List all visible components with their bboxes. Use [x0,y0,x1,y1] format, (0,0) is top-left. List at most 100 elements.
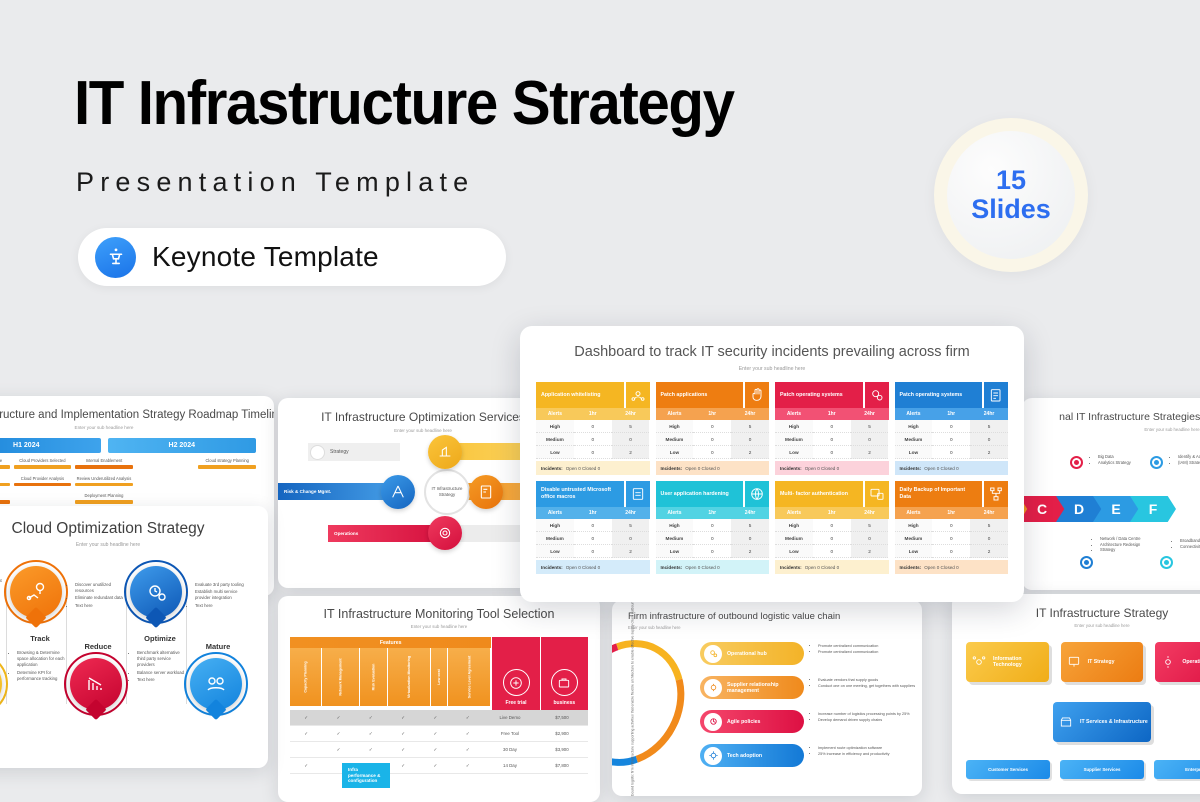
itstrat-box-label: Information Technology [993,656,1022,668]
incidents-label: Incidents: [899,564,922,570]
incidents-label: Incidents: [660,564,683,570]
col-24hr: 24hr [744,411,756,417]
reduce-label: Reduce [84,642,112,651]
track-label: Track [30,634,50,643]
dashboard-panel-mfa[interactable]: Multi- factor authentication Alerts 1hr … [775,481,889,574]
row-level: Low [655,446,694,459]
dashboard-panel-disable-macros[interactable]: Disable untrusted Microsoft office macro… [536,481,650,574]
chev-title: nal IT Infrastructure Strategies that Cu… [1059,411,1200,423]
col-24hr: 24hr [864,411,875,417]
table-row: High 0 5 [536,420,650,433]
track-pin[interactable] [10,566,62,618]
panel-title: Daily Backup of Important Data [899,487,966,500]
incidents-label: Incidents: [780,465,802,471]
col-alerts: Alerts [786,411,801,417]
slide-customer-strategies[interactable]: nal IT Infrastructure Strategies that Cu… [1022,398,1200,590]
montool-title: IT Infrastructure Monitoring Tool Select… [323,607,555,621]
slide-cloud-optimization-strategy[interactable]: Cloud Optimization Strategy Enter your s… [0,506,268,768]
montool-check: ✓ [368,746,373,752]
row-1hr: 0 [812,420,851,433]
montool-check: ✓ [401,746,406,752]
slide-it-infrastructure-strategy[interactable]: IT Infrastructure Strategy Enter your su… [952,594,1200,794]
row-1hr: 0 [573,532,612,545]
valchain-item-label: Tech adoption [727,752,763,759]
mature-pin[interactable] [190,658,242,710]
col-24hr: 24hr [625,411,636,417]
slide-security-dashboard[interactable]: Dashboard to track IT security incidents… [520,326,1024,602]
row-1hr: 0 [693,545,732,558]
slide-value-chain[interactable]: Firm infrastructure of outbound logistic… [612,600,922,796]
dashboard-panel-user-application-hardening[interactable]: User application hardening Alerts 1hr 24… [655,481,770,574]
roadmap-cell-text: Deployment Planning [84,493,124,499]
row-24hr: 5 [970,420,1008,433]
col-alerts: Alerts [667,510,682,516]
slide-optimization-services[interactable]: IT Infrastructure Optimization Services … [278,398,568,588]
table-row: Low 0 2 [655,545,770,558]
montool-check: ✓ [465,730,470,736]
slides-badge-inner: 15 Slides [947,131,1075,259]
row-24hr: 5 [970,519,1008,532]
itstrat-box-enterprise[interactable]: Enterprise [1154,760,1200,779]
montool-badge: Infra performance & configuration [342,762,390,788]
row-1hr: 0 [573,433,612,446]
montool-feature-col: Risk Evaluation [360,648,389,706]
col-alerts: Alerts [906,510,921,516]
row-1hr: 0 [812,433,851,446]
row-level: High [775,420,813,433]
chev-b[interactable]: B [1022,496,1028,522]
slide-monitoring-tool-selection[interactable]: IT Infrastructure Monitoring Tool Select… [278,596,600,802]
itstrat-box-supplier-services[interactable]: Supplier Services [1060,760,1144,779]
col-1hr: 1hr [947,411,956,417]
row-level: High [775,519,813,532]
handshake-gear-icon [704,678,722,697]
panel-header: Patch operating systems [775,382,889,408]
chev-subtitle: Enter your sub headline here [1144,427,1200,432]
valchain-item-operational-hub[interactable]: Operational hub [700,642,804,665]
dashboard-title: Dashboard to track IT security incidents… [574,344,970,360]
roadmap-half-bars: H1 2024 H2 2024 [0,430,274,453]
incidents-value: Open 0 Closed 0 [924,465,959,471]
valchain-item-supplier[interactable]: Supplier relationship management [700,676,804,699]
col-alerts: Alerts [547,411,562,417]
montool-check: ✓ [304,730,309,736]
chev-c[interactable]: C [1022,496,1065,522]
dashboard-panel-patch-operating-systems-blue[interactable]: Patch operating systems Alerts 1hr 24hr … [894,382,1008,475]
montool-business-label: business [553,700,576,706]
row-level: Medium [655,532,694,545]
optsvc-strategy-tag: Strategy [308,443,400,461]
itstrat-box-it-strategy[interactable]: IT Strategy [1060,642,1144,682]
table-row: Medium 0 0 [775,433,889,446]
roadmap-cell: Readiness Governance [0,458,10,469]
montool-check: ✓ [336,730,341,736]
col-24hr: 24hr [864,510,875,516]
row-level: Low [536,545,574,558]
table-row: High 0 5 [775,519,889,532]
plan-pin[interactable] [0,658,2,710]
valchain-item-tech[interactable]: Tech adoption [700,744,804,767]
chev-f[interactable]: F [1130,496,1176,522]
itstrat-box-it-services[interactable]: IT Services & Infrastructure [1053,702,1151,742]
reduce-pin[interactable] [70,658,122,710]
dashboard-panel-daily-backup[interactable]: Daily Backup of Important Data Alerts 1h… [894,481,1009,574]
dashboard-panel-patch-operating-systems-red[interactable]: Patch operating systems Alerts 1hr 24hr … [775,382,889,475]
valchain-item-agile[interactable]: Agile policies [700,710,804,733]
table-row: Low 0 2 [894,545,1009,558]
roadmap-cell: Cloud Provider Analysis [13,476,72,487]
montool-check: ✓ [304,762,309,768]
roadmap-cell-text: Cloud Providers Selected [19,458,66,463]
itstrat-box-operations[interactable]: Operations [1155,642,1200,682]
dashboard-panel-patch-applications[interactable]: Patch applications Alerts 1hr 24hr High … [655,382,769,475]
montool-trial-value: 14 Day [503,763,517,768]
itstrat-box-customer-services[interactable]: Customer Services [966,760,1050,779]
row-24hr: 0 [970,532,1008,545]
row-24hr: 5 [731,420,769,433]
panel-header: Disable untrusted Microsoft office macro… [536,481,650,507]
dashboard-panel-application-whitelisting[interactable]: Application whitelisting Alerts 1hr 24hr… [536,382,650,475]
valchain-item-label: Agile policies [727,718,761,725]
optimize-pin[interactable] [130,566,182,618]
keynote-template-badge[interactable]: Keynote Template [78,228,506,286]
valchain-item-label: Supplier relationship management [727,681,779,694]
row-level: High [536,420,574,433]
panel-incidents: Incidents: Open 0 Closed 0 [536,560,650,574]
itstrat-box-information-technology[interactable]: Information Technology [966,642,1049,682]
